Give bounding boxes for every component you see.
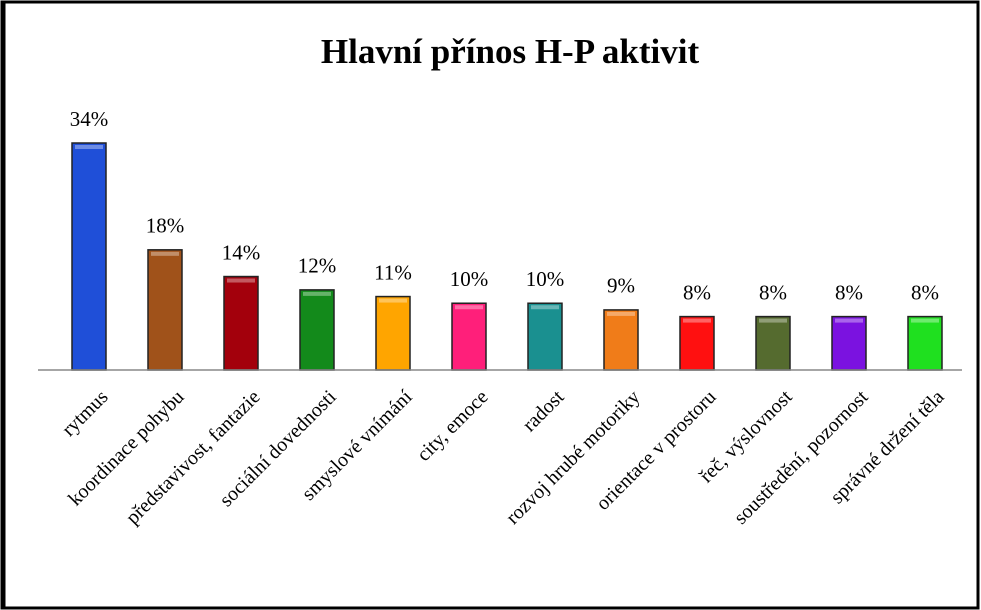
value-label: 12% <box>298 254 337 278</box>
bar <box>147 249 183 371</box>
value-label: 10% <box>450 267 489 291</box>
value-label: 14% <box>222 240 261 264</box>
bar-highlight <box>531 305 559 310</box>
bar <box>603 309 639 371</box>
bar-highlight <box>75 145 103 149</box>
bar-highlight <box>455 305 483 310</box>
value-label: 8% <box>911 280 939 304</box>
value-label: 8% <box>683 280 711 304</box>
bar-highlight <box>607 311 635 316</box>
bar <box>907 315 943 371</box>
bar <box>527 302 563 371</box>
bar-highlight <box>683 318 711 323</box>
bar <box>679 315 715 371</box>
chart-title: Hlavní přínos H-P aktivit <box>321 32 700 71</box>
bar-highlight <box>911 318 939 323</box>
value-label: 9% <box>607 274 635 298</box>
value-label: 18% <box>146 214 185 238</box>
value-label: 8% <box>759 280 787 304</box>
value-label: 34% <box>70 107 109 131</box>
bar <box>299 289 335 371</box>
bar-highlight <box>379 298 407 303</box>
bar-highlight <box>303 291 331 296</box>
bar-highlight <box>227 278 255 283</box>
bar <box>451 302 487 371</box>
value-label: 11% <box>374 260 412 284</box>
bar <box>831 315 867 371</box>
bar <box>375 295 411 371</box>
value-label: 10% <box>526 267 565 291</box>
bar-highlight <box>835 318 863 323</box>
bar-highlight <box>151 251 179 256</box>
bar <box>71 142 107 371</box>
bar <box>755 315 791 371</box>
bar <box>223 275 259 371</box>
value-label: 8% <box>835 280 863 304</box>
bar-highlight <box>759 318 787 323</box>
